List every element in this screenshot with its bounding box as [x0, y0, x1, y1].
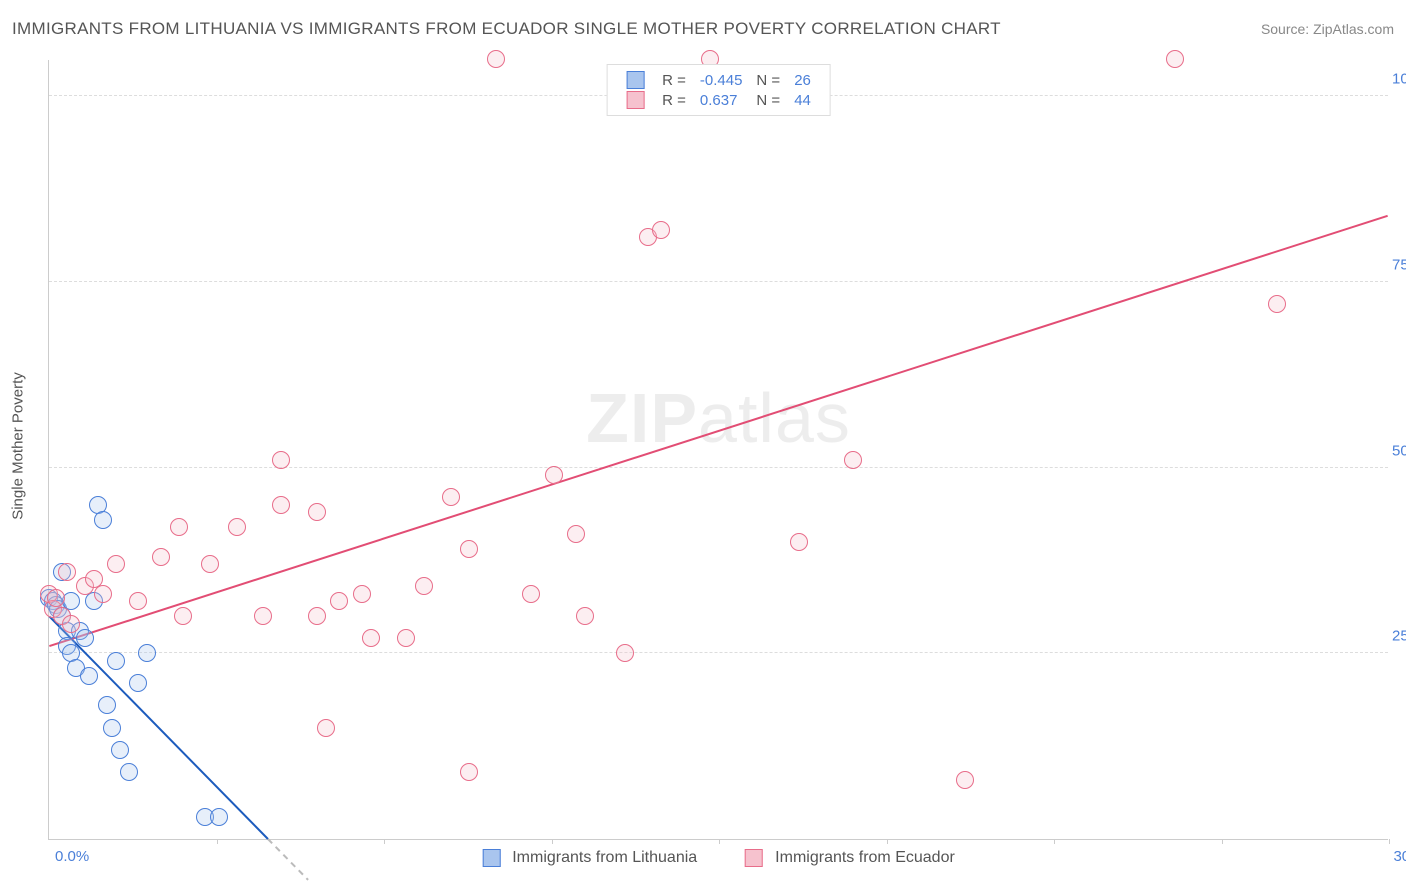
data-point	[58, 563, 76, 581]
data-point	[120, 763, 138, 781]
data-point	[228, 518, 246, 536]
data-point	[129, 674, 147, 692]
data-point	[111, 741, 129, 759]
x-tick	[719, 839, 720, 844]
data-point	[1166, 50, 1184, 68]
data-point	[47, 589, 65, 607]
trend-lines	[49, 60, 1388, 839]
data-point	[442, 488, 460, 506]
r-label: R =	[655, 70, 693, 90]
x-tick-label: 30.0%	[1393, 848, 1406, 865]
n-label: N =	[749, 70, 787, 90]
data-point	[460, 540, 478, 558]
data-point	[522, 585, 540, 603]
legend-item-lithuania: Immigrants from Lithuania	[482, 849, 697, 867]
data-point	[616, 644, 634, 662]
data-point	[790, 533, 808, 551]
data-point	[545, 466, 563, 484]
data-point	[201, 555, 219, 573]
source-attribution: Source: ZipAtlas.com	[1261, 21, 1394, 37]
x-tick	[1389, 839, 1390, 844]
data-point	[107, 652, 125, 670]
legend-item-ecuador: Immigrants from Ecuador	[745, 849, 955, 867]
data-point	[460, 763, 478, 781]
data-point	[80, 667, 98, 685]
data-point	[844, 451, 862, 469]
data-point	[956, 771, 974, 789]
data-point	[62, 615, 80, 633]
data-point	[397, 629, 415, 647]
data-point	[98, 696, 116, 714]
swatch-ecuador-icon	[626, 91, 644, 109]
data-point	[576, 607, 594, 625]
data-point	[1268, 295, 1286, 313]
r-value-ecuador: 0.637	[693, 90, 750, 110]
x-tick	[1054, 839, 1055, 844]
data-point	[362, 629, 380, 647]
x-tick	[887, 839, 888, 844]
data-point	[308, 607, 326, 625]
y-tick-label: 75.0%	[1392, 256, 1406, 273]
data-point	[138, 644, 156, 662]
r-value-lithuania: -0.445	[693, 70, 750, 90]
correlation-legend: R = -0.445 N = 26 R = 0.637 N = 44	[606, 64, 831, 116]
data-point	[272, 451, 290, 469]
y-axis-label: Single Mother Poverty	[10, 372, 27, 520]
data-point	[170, 518, 188, 536]
data-point	[76, 629, 94, 647]
legend-row-lithuania: R = -0.445 N = 26	[619, 70, 818, 90]
chart-title: IMMIGRANTS FROM LITHUANIA VS IMMIGRANTS …	[12, 19, 1001, 39]
swatch-lithuania-icon	[626, 71, 644, 89]
x-tick-label: 0.0%	[55, 848, 89, 865]
data-point	[107, 555, 125, 573]
x-tick	[384, 839, 385, 844]
data-point	[415, 577, 433, 595]
data-point	[254, 607, 272, 625]
data-point	[487, 50, 505, 68]
y-tick-label: 100.0%	[1392, 71, 1406, 88]
n-value-lithuania: 26	[787, 70, 818, 90]
series-legend: Immigrants from Lithuania Immigrants fro…	[482, 849, 955, 867]
data-point	[103, 719, 121, 737]
data-point	[317, 719, 335, 737]
x-tick	[217, 839, 218, 844]
legend-row-ecuador: R = 0.637 N = 44	[619, 90, 818, 110]
data-point	[652, 221, 670, 239]
n-label: N =	[749, 90, 787, 110]
data-point	[210, 808, 228, 826]
legend-label-lithuania: Immigrants from Lithuania	[512, 849, 697, 867]
x-tick	[552, 839, 553, 844]
data-point	[272, 496, 290, 514]
r-label: R =	[655, 90, 693, 110]
data-point	[129, 592, 147, 610]
data-point	[567, 525, 585, 543]
y-tick-label: 25.0%	[1392, 628, 1406, 645]
scatter-plot-area: ZIPatlas R = -0.445 N = 26 R = 0.637 N =…	[48, 60, 1388, 840]
n-value-ecuador: 44	[787, 90, 818, 110]
y-tick-label: 50.0%	[1392, 442, 1406, 459]
data-point	[308, 503, 326, 521]
swatch-ecuador-icon	[745, 849, 763, 867]
x-tick	[1222, 839, 1223, 844]
data-point	[94, 511, 112, 529]
data-point	[152, 548, 170, 566]
legend-label-ecuador: Immigrants from Ecuador	[775, 849, 955, 867]
data-point	[353, 585, 371, 603]
swatch-lithuania-icon	[482, 849, 500, 867]
data-point	[330, 592, 348, 610]
data-point	[174, 607, 192, 625]
data-point	[94, 585, 112, 603]
